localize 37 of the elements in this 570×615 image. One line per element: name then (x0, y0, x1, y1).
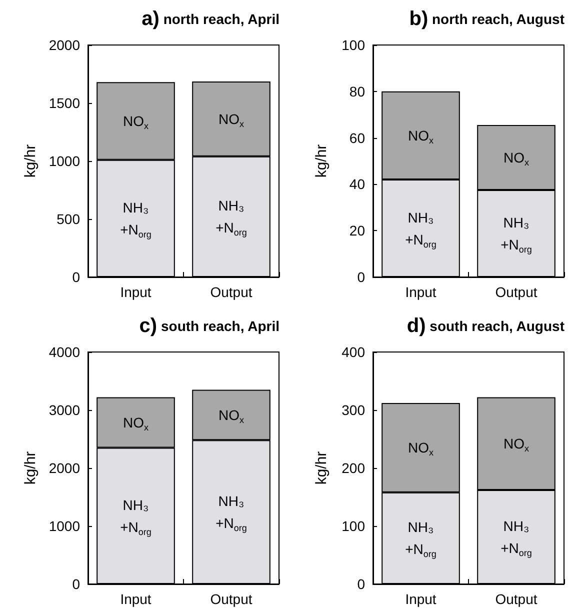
y-tick-label: 60 (349, 130, 366, 146)
chart-title: a) north reach, April (142, 8, 280, 30)
chart-title: b) north reach, August (409, 8, 565, 30)
y-tick-label: 3000 (48, 402, 80, 418)
y-tick-label: 20 (349, 222, 366, 239)
x-tick-label: Input (405, 284, 436, 300)
y-tick-label: 0 (72, 576, 80, 592)
y-tick-label: 2000 (48, 37, 80, 53)
x-tick-label: Input (120, 591, 152, 607)
y-tick-label: 0 (72, 269, 80, 285)
y-tick-label: 0 (357, 576, 366, 592)
y-tick-label: 4000 (48, 344, 80, 360)
y-tick-label: 80 (349, 83, 366, 100)
y-tick-label: 1000 (48, 153, 80, 169)
y-axis-title: kg/hr (313, 451, 330, 485)
x-tick-label: Output (495, 284, 538, 300)
y-tick-label: 2000 (48, 460, 80, 476)
y-tick-label: 1500 (48, 95, 80, 111)
x-tick-label: Output (210, 284, 252, 300)
y-tick-label: 0 (357, 269, 366, 285)
y-axis-title: kg/hr (313, 144, 330, 178)
x-tick-label: Output (210, 591, 252, 607)
y-tick-label: 1000 (48, 518, 80, 534)
y-tick-label: 200 (342, 460, 366, 476)
y-tick-label: 300 (342, 402, 366, 418)
y-tick-label: 100 (342, 37, 366, 53)
y-tick-label: 40 (349, 176, 366, 192)
y-axis-title: kg/hr (22, 144, 39, 178)
chart-title: c) south reach, April (139, 315, 280, 337)
x-tick-label: Output (495, 591, 538, 607)
y-tick-label: 500 (56, 211, 80, 227)
y-axis-title: kg/hr (22, 451, 39, 485)
chart-title: d) south reach, August (406, 315, 565, 337)
y-tick-label: 400 (342, 344, 366, 360)
x-tick-label: Input (120, 284, 152, 300)
y-tick-label: 100 (342, 518, 366, 534)
x-tick-label: Input (405, 591, 436, 607)
